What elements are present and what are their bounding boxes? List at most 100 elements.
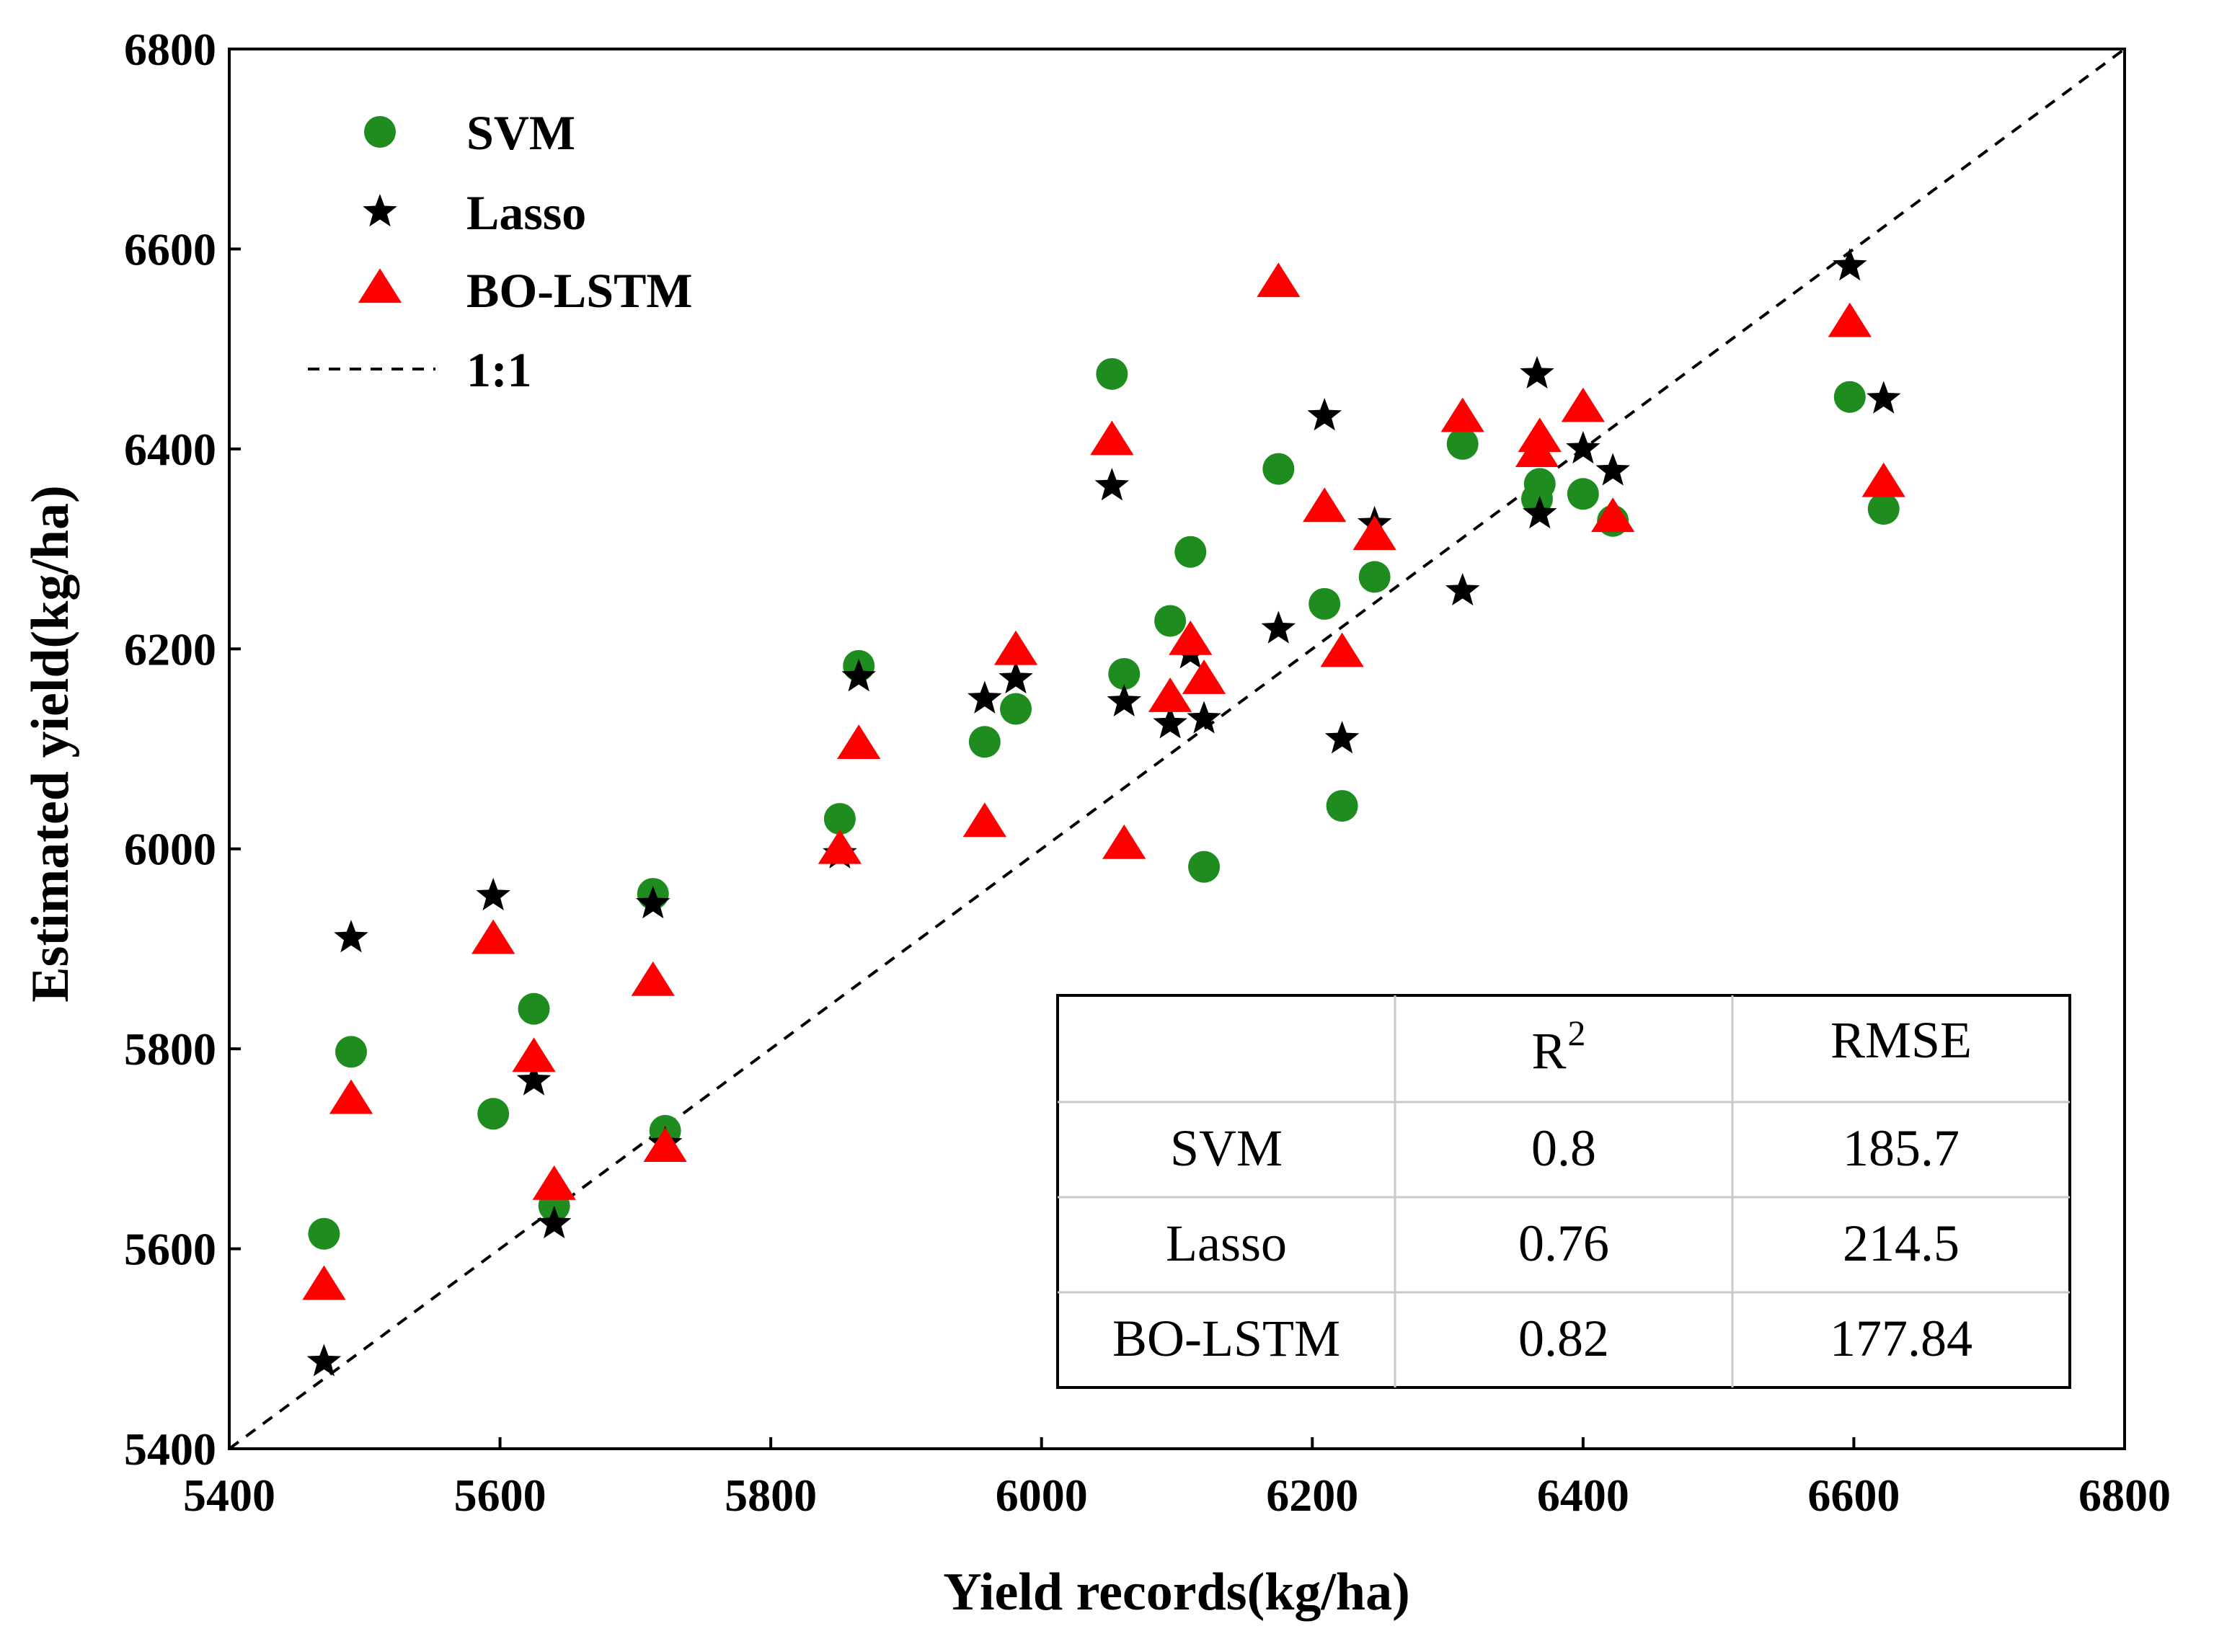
lasso-point-9 [841, 659, 876, 692]
y-tick-label-6400: 6400 [124, 424, 216, 475]
bo-lstm-point-3 [471, 919, 515, 954]
bo-lstm-point-20 [1352, 515, 1396, 551]
legend-marker-lasso [363, 194, 397, 227]
table-cell-3-1: BO-LSTM [1112, 1310, 1340, 1367]
bo-lstm-point-15 [1169, 620, 1213, 655]
table-cell-2-2: 0.76 [1518, 1214, 1609, 1272]
svm-point-12 [1096, 358, 1128, 390]
bo-lstm-point-12 [1090, 420, 1134, 456]
one-to-one-reference-line [228, 48, 2126, 1450]
x-tick-label-5600: 5600 [454, 1470, 546, 1521]
x-tick-label-5800: 5800 [725, 1470, 817, 1521]
table-cell-2-3: 214.5 [1843, 1214, 1960, 1272]
svm-point-16 [1188, 851, 1221, 883]
svm-point-23 [1523, 468, 1556, 500]
svm-point-13 [1108, 657, 1141, 690]
x-tick-label-6000: 6000 [996, 1470, 1088, 1521]
x-tick-label-5400: 5400 [183, 1470, 275, 1521]
legend-label-svm: SVM [466, 105, 575, 160]
svm-point-20 [1358, 561, 1391, 593]
x-tick-label-6400: 6400 [1537, 1470, 1629, 1521]
bo-lstm-point-1 [302, 1265, 346, 1300]
y-tick-label-6200: 6200 [124, 623, 216, 675]
bo-lstm-point-25 [1591, 497, 1635, 533]
legend-label-lasso: Lasso [466, 185, 586, 240]
svm-point-26 [1833, 381, 1866, 413]
bo-lstm-series [302, 262, 1905, 1300]
bo-lstm-point-16 [1182, 660, 1226, 694]
svm-point-19 [1326, 790, 1358, 822]
lasso-point-6 [635, 886, 670, 919]
svm-point-27 [1867, 493, 1900, 525]
bo-lstm-point-2 [329, 1079, 373, 1114]
svm-point-14 [1154, 605, 1187, 637]
bo-lstm-point-17 [1257, 262, 1301, 298]
svm-point-17 [1262, 453, 1295, 485]
bo-lstm-point-19 [1320, 632, 1364, 667]
legend-marker-bo-lstm [358, 268, 402, 303]
lasso-point-1 [306, 1344, 342, 1377]
lasso-point-10 [967, 680, 1002, 714]
lasso-point-2 [334, 920, 368, 953]
svm-point-24 [1567, 478, 1599, 510]
table-cell-3-2: 0.82 [1518, 1310, 1609, 1367]
lasso-point-13 [1107, 683, 1142, 717]
lasso-point-21 [1445, 572, 1480, 606]
table-header-r: R [1531, 1022, 1566, 1080]
data-points-layer [302, 248, 1905, 1377]
bo-lstm-point-24 [1561, 387, 1606, 422]
lasso-point-25 [1595, 453, 1630, 486]
x-axis-title: Yield records(kg/ha) [943, 1563, 1409, 1622]
x-tick-label-6200: 6200 [1266, 1470, 1358, 1521]
lasso-point-19 [1324, 721, 1360, 754]
y-axis-title: Estimated yield(kg/ha) [21, 485, 80, 1002]
bo-lstm-point-11 [993, 630, 1038, 665]
lasso-point-26 [1833, 248, 1867, 281]
metrics-table: R2 RMSE SVM 0.8 185.7 Lasso 0.76 214.5 BO-LSTM 0.… [1056, 994, 2071, 1389]
bo-lstm-point-6 [631, 961, 675, 996]
svm-point-18 [1309, 587, 1341, 620]
table-cell-1-3: 185.7 [1843, 1119, 1960, 1177]
lasso-point-22 [1520, 355, 1554, 389]
svm-point-11 [1000, 693, 1032, 725]
legend-label-bo-lstm: BO-LSTM [466, 263, 693, 318]
bo-lstm-point-9 [837, 724, 881, 760]
lasso-point-4 [516, 1062, 552, 1096]
y-tick-label-5400: 5400 [124, 1424, 216, 1475]
y-tick-label-6800: 6800 [124, 24, 216, 75]
bo-lstm-point-14 [1148, 677, 1192, 712]
y-tick-label-6000: 6000 [124, 824, 216, 875]
lasso-point-11 [998, 660, 1033, 694]
x-tick-label-6800: 6800 [2078, 1470, 2171, 1521]
bo-lstm-point-5 [532, 1165, 576, 1200]
svm-point-8 [823, 803, 856, 835]
table-header-rmse: RMSE [1830, 1011, 1972, 1069]
svm-point-10 [968, 726, 1001, 758]
bo-lstm-point-23 [1518, 417, 1562, 453]
table-cell-1-1: SVM [1170, 1119, 1283, 1177]
table-cell-3-3: 177.84 [1830, 1310, 1972, 1367]
x-tick-label-6600: 6600 [1807, 1470, 1900, 1521]
reference-line-layer [228, 48, 2126, 1450]
bo-lstm-point-18 [1303, 487, 1347, 523]
bo-lstm-point-7 [643, 1127, 687, 1163]
svm-point-21 [1446, 427, 1479, 460]
lasso-point-14 [1153, 706, 1187, 739]
bo-lstm-point-26 [1828, 302, 1872, 337]
y-tick-label-5600: 5600 [124, 1224, 216, 1275]
legend: SVM Lasso BO-LSTM 1:1 [308, 105, 693, 397]
bo-lstm-point-10 [962, 802, 1006, 838]
bo-lstm-point-27 [1861, 462, 1905, 497]
lasso-point-18 [1307, 398, 1342, 431]
legend-marker-svm [364, 116, 396, 148]
svm-point-1 [308, 1217, 340, 1250]
svm-point-4 [518, 992, 550, 1025]
lasso-point-5 [536, 1205, 572, 1239]
svm-point-3 [477, 1098, 510, 1130]
lasso-point-12 [1094, 468, 1130, 501]
lasso-point-24 [1566, 430, 1600, 464]
lasso-point-17 [1261, 610, 1296, 644]
